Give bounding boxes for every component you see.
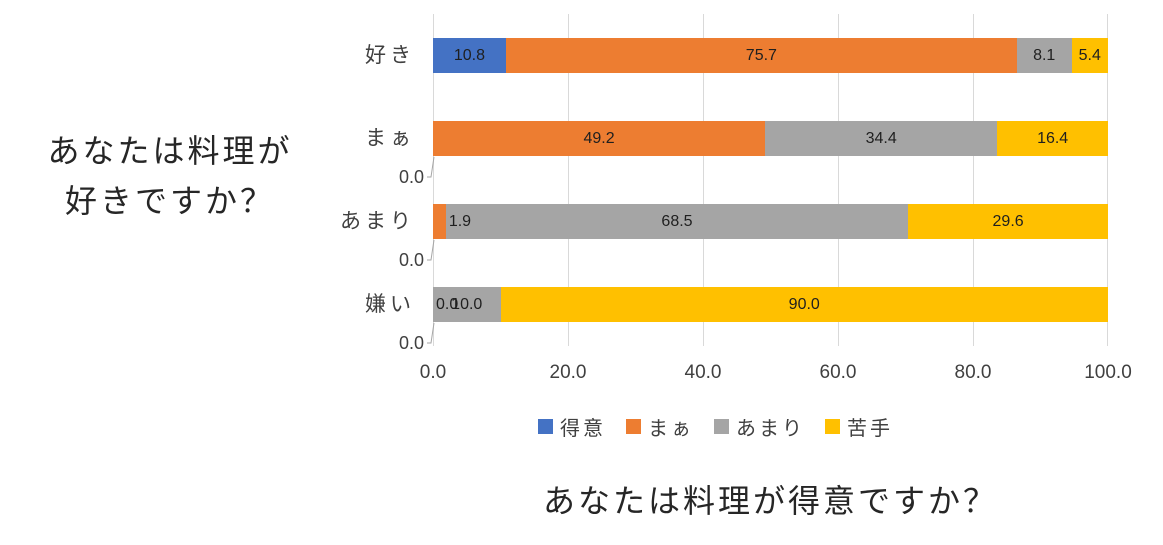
bar-segment-まぁ bbox=[433, 121, 766, 156]
data-label: 10.0 bbox=[451, 296, 483, 313]
data-label: 68.5 bbox=[661, 213, 693, 230]
x-tick-label: 40.0 bbox=[684, 362, 722, 383]
legend-swatch-icon bbox=[626, 418, 641, 434]
zero-data-label: 0.0 bbox=[398, 333, 424, 353]
legend: 得意 まぁ あまり 苦手 bbox=[378, 412, 1053, 440]
data-label: 49.2 bbox=[583, 130, 615, 147]
chart-title: あなたは料理が得意ですか？ bbox=[542, 483, 998, 519]
x-tick-label: 0.0 bbox=[419, 362, 447, 383]
bar-segment-あまり bbox=[765, 121, 998, 156]
data-label: 29.6 bbox=[992, 213, 1024, 230]
bar-segment-あまり bbox=[433, 287, 501, 322]
data-label: 34.4 bbox=[865, 130, 897, 147]
bar-segment-あまり bbox=[1016, 38, 1072, 73]
data-label: 10.8 bbox=[453, 47, 486, 64]
x-tick-label: 60.0 bbox=[819, 362, 857, 383]
bar-segment-得意 bbox=[433, 38, 506, 73]
legend-label: まぁ bbox=[648, 417, 694, 440]
data-label: 90.0 bbox=[788, 296, 820, 313]
gridline bbox=[838, 14, 839, 346]
gridline bbox=[973, 14, 974, 346]
legend-item-まぁ: まぁ bbox=[626, 412, 694, 441]
category-label: 嫌い bbox=[365, 292, 415, 316]
plot-area: 10.8 75.7 8.1 5.4 49.2 34.4 16.4 1.9 68.5 29.6 0.0… bbox=[433, 14, 1108, 346]
zero-data-label: 0.0 bbox=[398, 167, 424, 187]
legend-swatch-icon bbox=[714, 418, 729, 434]
y-axis-title-line1: あなたは料理が bbox=[47, 133, 293, 169]
bar-segment-苦手 bbox=[908, 204, 1108, 239]
zero-data-label: 0.0 bbox=[398, 250, 424, 270]
x-tick-label: 100.0 bbox=[1084, 362, 1132, 383]
bar-segment-まぁ bbox=[505, 38, 1017, 73]
category-label: まぁ bbox=[365, 126, 415, 150]
gridline bbox=[1107, 14, 1108, 346]
bar-segment-苦手 bbox=[997, 121, 1108, 156]
legend-item-あまり: あまり bbox=[714, 412, 805, 441]
category-label: あまり bbox=[340, 209, 415, 233]
legend-label: 苦手 bbox=[847, 417, 893, 440]
gridline bbox=[703, 14, 704, 346]
bar-segment-苦手 bbox=[1071, 38, 1108, 73]
category-label: 好き bbox=[365, 43, 415, 67]
gridline bbox=[433, 14, 434, 346]
data-label: 0.0 bbox=[436, 296, 459, 313]
y-axis-title-line2: 好きですか？ bbox=[64, 183, 275, 219]
data-label: 16.4 bbox=[1037, 130, 1069, 147]
bar-segment-苦手 bbox=[500, 287, 1108, 322]
legend-label: 得意 bbox=[560, 417, 606, 440]
legend-swatch-icon bbox=[538, 418, 553, 434]
data-label: 5.4 bbox=[1078, 47, 1101, 64]
legend-item-苦手: 苦手 bbox=[825, 412, 893, 441]
bar-segment-まぁ bbox=[433, 204, 446, 239]
data-label: 1.9 bbox=[448, 213, 472, 230]
x-tick-label: 20.0 bbox=[549, 362, 587, 383]
gridline bbox=[568, 14, 569, 346]
x-tick-label: 80.0 bbox=[954, 362, 992, 383]
legend-label: あまり bbox=[736, 417, 805, 440]
legend-item-得意: 得意 bbox=[538, 412, 606, 441]
bar-segment-あまり bbox=[445, 204, 909, 239]
data-label: 75.7 bbox=[745, 47, 777, 64]
legend-swatch-icon bbox=[825, 418, 840, 434]
y-axis-title: あなたは料理が 好きですか？ bbox=[10, 126, 330, 226]
data-label: 8.1 bbox=[1033, 47, 1056, 64]
